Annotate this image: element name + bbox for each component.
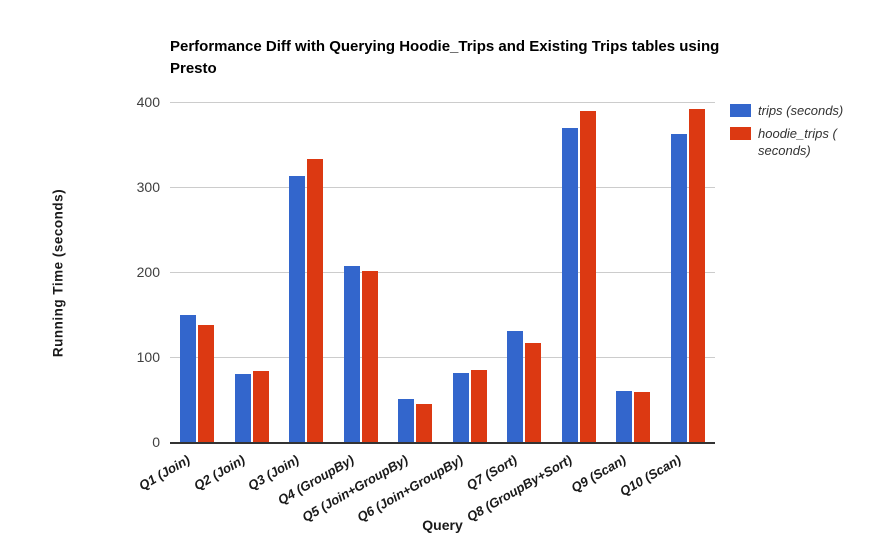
bar-trips-q7[interactable] — [507, 330, 524, 442]
bar-hoodie-trips-q5[interactable] — [416, 403, 433, 442]
y-axis-title: Running Time (seconds) — [50, 188, 66, 358]
x-axis-title: Query — [422, 517, 463, 533]
bar-hoodie-trips-q3[interactable] — [307, 158, 324, 442]
gridline-200 — [170, 272, 715, 273]
y-tick-300: 300 — [136, 179, 160, 195]
legend-label-hoodie-trips: hoodie_trips ( seconds) — [758, 126, 837, 158]
bar-trips-q6[interactable] — [452, 373, 469, 442]
legend: trips (seconds) hoodie_trips ( seconds) — [730, 102, 882, 159]
bar-hoodie-trips-q9[interactable] — [634, 391, 651, 442]
y-tick-200: 200 — [136, 264, 160, 280]
bar-hoodie-trips-q6[interactable] — [470, 369, 487, 442]
bar-hoodie-trips-q10[interactable] — [688, 108, 705, 442]
legend-label-trips: trips (seconds) — [758, 103, 844, 118]
gridline-400 — [170, 102, 715, 103]
legend-item-hoodie-trips[interactable]: hoodie_trips ( seconds) — [730, 125, 882, 159]
gridline-100 — [170, 357, 715, 358]
plot-area — [170, 102, 715, 444]
bar-hoodie-trips-q8[interactable] — [579, 110, 596, 442]
bar-trips-q8[interactable] — [561, 127, 578, 442]
gridline-300 — [170, 187, 715, 188]
y-tick-100: 100 — [136, 349, 160, 365]
bar-trips-q9[interactable] — [616, 391, 633, 442]
bar-hoodie-trips-q7[interactable] — [525, 342, 542, 442]
bar-trips-q5[interactable] — [398, 398, 415, 442]
legend-swatch-hoodie-trips — [730, 127, 751, 140]
bar-trips-q2[interactable] — [234, 374, 251, 442]
bar-trips-q10[interactable] — [670, 134, 687, 442]
bar-hoodie-trips-q4[interactable] — [361, 271, 378, 442]
chart-title: Performance Diff with Querying Hoodie_Tr… — [170, 38, 720, 77]
bar-trips-q1[interactable] — [180, 314, 197, 442]
bar-hoodie-trips-q1[interactable] — [198, 324, 215, 442]
legend-item-trips[interactable]: trips (seconds) — [730, 102, 882, 119]
bar-trips-q3[interactable] — [289, 175, 306, 442]
bar-hoodie-trips-q2[interactable] — [252, 370, 269, 442]
legend-swatch-trips — [730, 104, 751, 117]
x-axis-line — [170, 442, 715, 444]
y-tick-0: 0 — [152, 434, 160, 450]
bar-trips-q4[interactable] — [343, 266, 360, 442]
y-tick-400: 400 — [136, 94, 160, 110]
